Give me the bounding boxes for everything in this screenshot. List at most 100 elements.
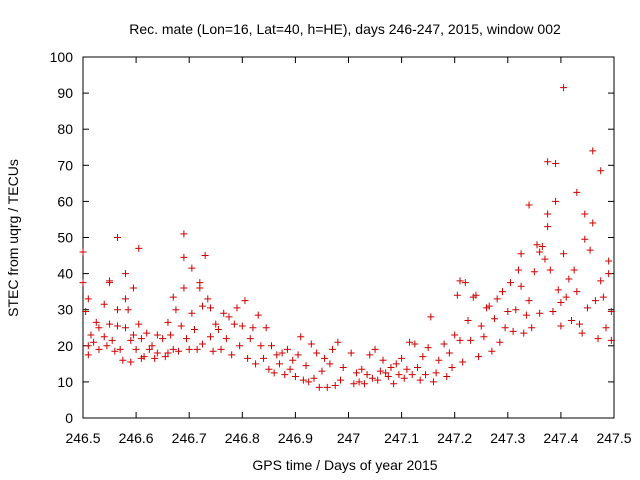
data-point (159, 335, 167, 343)
data-point (597, 277, 605, 285)
data-point (376, 367, 384, 375)
data-point (358, 365, 366, 373)
data-point (421, 371, 429, 379)
data-point (95, 345, 103, 353)
data-point (591, 297, 599, 305)
data-point (193, 345, 201, 353)
data-point (310, 374, 318, 382)
data-point (289, 356, 297, 364)
data-point (331, 382, 339, 390)
data-point (562, 293, 570, 301)
data-point (323, 383, 331, 391)
data-point (493, 295, 501, 303)
data-point (544, 158, 552, 166)
data-point (188, 309, 196, 317)
data-point (552, 197, 560, 205)
data-point (382, 369, 390, 377)
data-point (549, 308, 557, 316)
data-point (262, 324, 270, 332)
data-point (180, 230, 188, 238)
data-point (568, 317, 576, 325)
data-point (172, 306, 180, 314)
data-point (313, 349, 321, 357)
data-point (599, 293, 607, 301)
data-point (607, 336, 615, 344)
data-point (578, 329, 586, 337)
data-point (302, 362, 310, 370)
data-point (488, 347, 496, 355)
data-point (257, 342, 265, 350)
data-point (538, 243, 546, 251)
data-point (467, 336, 475, 344)
data-point (116, 345, 124, 353)
data-point (108, 336, 116, 344)
data-point (82, 308, 90, 316)
data-point (236, 342, 244, 350)
data-points (79, 84, 615, 391)
data-point (366, 351, 374, 359)
data-point (268, 342, 276, 350)
data-point (254, 311, 262, 319)
data-point (129, 331, 137, 339)
data-point (140, 353, 148, 361)
data-point (209, 347, 217, 355)
data-point (520, 329, 528, 337)
data-point (480, 333, 488, 341)
data-point (406, 338, 414, 346)
data-point (533, 241, 541, 249)
x-tick-label: 246.7 (172, 430, 207, 446)
data-point (265, 365, 273, 373)
data-point (443, 372, 451, 380)
data-point (560, 84, 568, 92)
data-point (177, 322, 185, 330)
data-point (498, 288, 506, 296)
data-point (153, 331, 161, 339)
data-point (552, 159, 560, 167)
data-point (597, 167, 605, 175)
data-point (222, 335, 230, 343)
y-tick-label: 80 (57, 121, 73, 137)
y-tick-label: 10 (57, 374, 73, 390)
data-point (416, 376, 424, 384)
data-point (132, 345, 140, 353)
data-point (135, 320, 143, 328)
data-point (392, 360, 400, 368)
data-point (424, 344, 432, 352)
data-point (121, 295, 129, 303)
data-point (121, 270, 129, 278)
data-point (84, 351, 92, 359)
data-point (360, 380, 368, 388)
data-point (92, 318, 100, 326)
data-point (114, 306, 122, 314)
data-point (191, 326, 199, 334)
data-point (414, 363, 422, 371)
x-tick-label: 246.6 (119, 430, 154, 446)
data-point (79, 279, 87, 287)
data-point (252, 360, 260, 368)
data-point (512, 306, 520, 314)
data-point (445, 349, 453, 357)
data-point (347, 349, 355, 357)
x-tick-label: 246.9 (278, 430, 313, 446)
data-point (607, 308, 615, 316)
data-point (453, 291, 461, 299)
data-point (169, 345, 177, 353)
data-point (127, 358, 135, 366)
data-point (398, 354, 406, 362)
data-point (459, 358, 467, 366)
data-point (273, 351, 281, 359)
data-point (114, 234, 122, 241)
data-point (196, 284, 204, 292)
data-point (464, 317, 472, 325)
data-point (214, 326, 222, 334)
data-point (589, 147, 597, 155)
data-point (522, 311, 530, 319)
data-point (180, 284, 188, 292)
data-point (575, 320, 583, 328)
data-point (573, 188, 581, 196)
data-point (581, 210, 589, 218)
data-point (84, 295, 92, 303)
data-point (148, 342, 156, 350)
data-point (536, 248, 544, 256)
data-point (517, 250, 525, 258)
